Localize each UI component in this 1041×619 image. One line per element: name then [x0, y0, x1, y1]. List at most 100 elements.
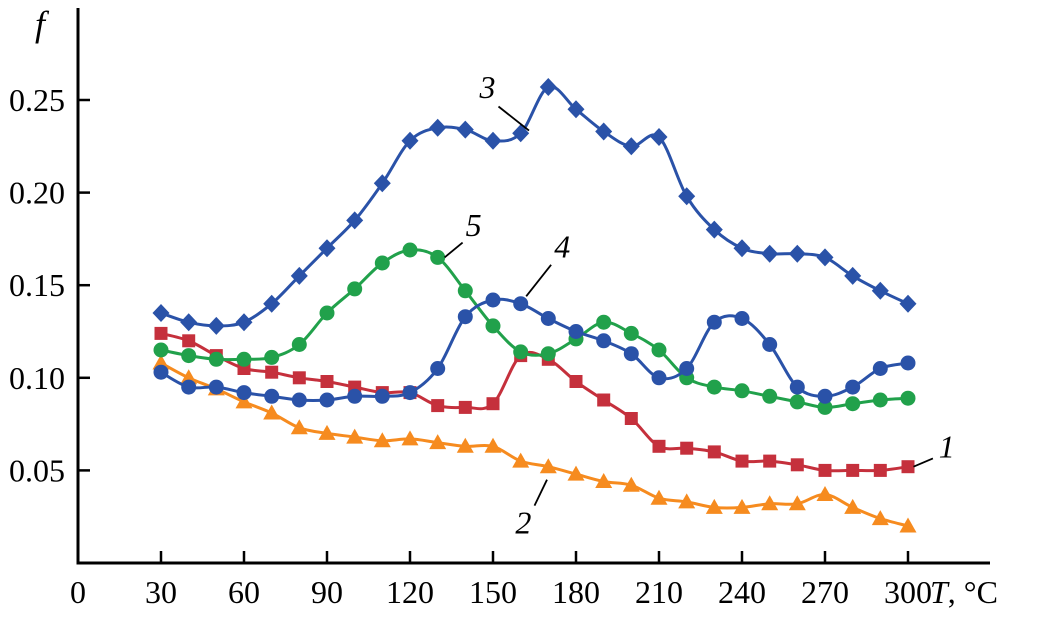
series-5-marker — [734, 383, 750, 399]
series-3-marker — [290, 266, 308, 285]
series-2-marker — [622, 476, 640, 492]
series-2-marker — [567, 465, 585, 481]
series-3-marker — [346, 211, 364, 230]
series-1-marker — [182, 334, 196, 348]
x-tick-label: 180 — [552, 574, 600, 610]
series-1-marker — [597, 393, 611, 407]
series-2-marker — [346, 428, 364, 444]
y-axis-label: f — [35, 4, 50, 44]
series-4-marker — [430, 361, 446, 376]
series-4-marker — [596, 333, 612, 349]
series-5-marker — [374, 255, 390, 271]
series-5-marker — [513, 344, 529, 360]
series-4-marker — [845, 379, 861, 395]
series-3-marker — [761, 244, 779, 263]
series-5-marker — [596, 314, 612, 330]
y-tick-label: 0.20 — [9, 175, 65, 211]
series-3-marker — [180, 313, 198, 332]
series-5-marker — [208, 351, 224, 367]
series-4-marker — [457, 309, 473, 325]
series-4-marker — [568, 324, 584, 339]
curve-label-3: 3 — [479, 69, 496, 105]
series-5-marker — [319, 305, 335, 321]
series-4-marker — [208, 379, 224, 395]
series-2-marker — [180, 369, 198, 385]
x-tick-label: 30 — [145, 574, 177, 610]
series-5-marker — [845, 396, 861, 412]
series-3-marker — [871, 281, 889, 300]
series-1-marker — [901, 460, 915, 474]
series-5-marker — [153, 342, 169, 358]
series-3-marker — [512, 124, 530, 143]
series-4-marker — [264, 388, 280, 404]
series-1-marker — [431, 399, 445, 413]
series-2-marker — [290, 419, 308, 435]
series-5-marker — [347, 281, 363, 297]
series-5-marker — [900, 390, 916, 406]
series-1-marker — [763, 454, 777, 468]
series-4-marker — [153, 364, 169, 380]
series-4-marker — [513, 296, 529, 312]
series-1-marker — [790, 458, 804, 472]
x-tick-label: 0 — [70, 574, 86, 610]
y-tick-label: 0.05 — [9, 452, 65, 488]
series-4-marker — [540, 311, 556, 326]
series-2-marker — [401, 430, 419, 446]
series-5-marker — [457, 283, 473, 299]
series-3-marker — [678, 187, 696, 206]
series-2-marker — [539, 458, 557, 474]
series-5-marker — [485, 318, 501, 334]
curve-label-leader-4 — [525, 264, 552, 297]
series-1-marker — [569, 375, 583, 388]
series-2-marker — [733, 498, 751, 514]
curve-label-2: 2 — [515, 504, 531, 540]
series-4-marker — [291, 392, 307, 408]
series-4-marker — [236, 385, 252, 401]
series-1-marker — [154, 326, 168, 340]
series-3-marker — [373, 174, 391, 193]
series-1-marker — [486, 397, 500, 411]
series-2-marker — [844, 498, 862, 514]
x-tick-label: 150 — [469, 574, 517, 610]
series-1-marker — [458, 400, 472, 414]
x-tick-label: 270 — [801, 574, 849, 610]
x-tick-label: 240 — [718, 574, 766, 610]
series-4-marker — [623, 346, 639, 362]
series-3-marker — [595, 122, 613, 141]
series-2-marker — [788, 495, 806, 511]
x-axis-label: T, °C — [930, 574, 998, 610]
curve-label-1: 1 — [939, 428, 955, 464]
series-2-marker — [705, 498, 723, 514]
series-3-marker — [152, 304, 170, 322]
series-1-marker — [680, 441, 694, 455]
series-1-marker — [873, 463, 887, 477]
series-4-marker — [651, 370, 667, 386]
series-1-marker — [265, 365, 279, 379]
curve-label-5: 5 — [466, 207, 482, 243]
series-1-marker — [707, 445, 721, 459]
series-3-marker — [318, 239, 336, 258]
series-5-marker — [706, 379, 722, 395]
series-4-marker — [347, 388, 363, 404]
series-2-marker — [650, 489, 668, 505]
series-2-line — [159, 361, 910, 528]
x-tick-label: 90 — [311, 574, 343, 610]
series-5-marker — [872, 392, 888, 408]
series-4-marker — [374, 388, 390, 404]
series-3-marker — [207, 316, 225, 335]
x-tick-label: 60 — [228, 574, 260, 610]
series-5-marker — [402, 242, 418, 258]
series-4-marker — [900, 355, 916, 371]
series-2-marker — [816, 486, 834, 501]
series-4-marker — [762, 337, 778, 352]
series-2-marker — [484, 437, 502, 453]
series-5-marker — [789, 394, 805, 410]
series-2-marker — [678, 493, 696, 509]
series-2-marker — [871, 510, 889, 526]
series-4-marker — [872, 361, 888, 376]
series-5-marker — [651, 342, 667, 358]
series-2-marker — [512, 452, 530, 468]
series-4-marker — [789, 379, 805, 395]
series-1-marker — [846, 463, 860, 477]
